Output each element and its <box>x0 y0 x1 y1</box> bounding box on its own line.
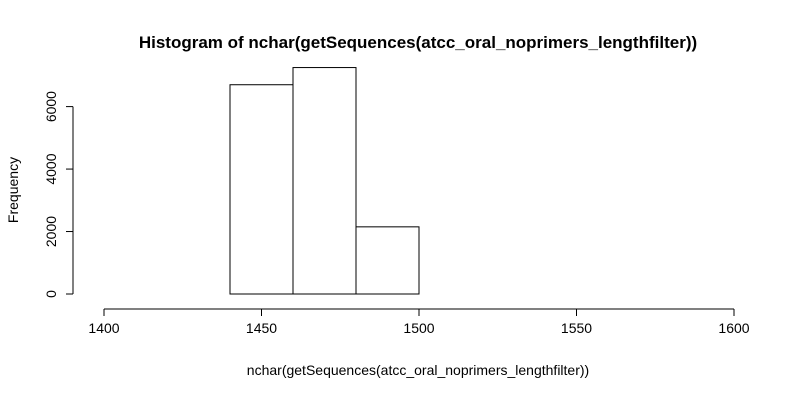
x-axis: 1400 1450 1500 1550 1600 <box>88 308 750 336</box>
y-tick-label-3: 6000 <box>43 91 59 122</box>
bars-group <box>229 67 420 295</box>
histogram-bar-3 <box>292 67 357 295</box>
y-axis-label: Frequency <box>5 157 21 223</box>
x-tick-label-1: 1450 <box>246 320 277 336</box>
y-axis: 0 2000 4000 6000 <box>43 91 74 298</box>
chart-title: Histogram of nchar(getSequences(atcc_ora… <box>139 33 697 52</box>
x-tick-label-3: 1550 <box>561 320 592 336</box>
y-tick-label-0: 0 <box>43 290 59 298</box>
x-axis-label: nchar(getSequences(atcc_oral_noprimers_l… <box>247 362 589 378</box>
y-tick-label-1: 2000 <box>43 216 59 247</box>
histogram-bar-2 <box>229 84 294 295</box>
histogram-bar-4 <box>355 226 420 295</box>
x-tick-label-2: 1500 <box>403 320 434 336</box>
x-tick-label-4: 1600 <box>718 320 749 336</box>
x-tick-label-0: 1400 <box>88 320 119 336</box>
y-tick-label-2: 4000 <box>43 153 59 184</box>
